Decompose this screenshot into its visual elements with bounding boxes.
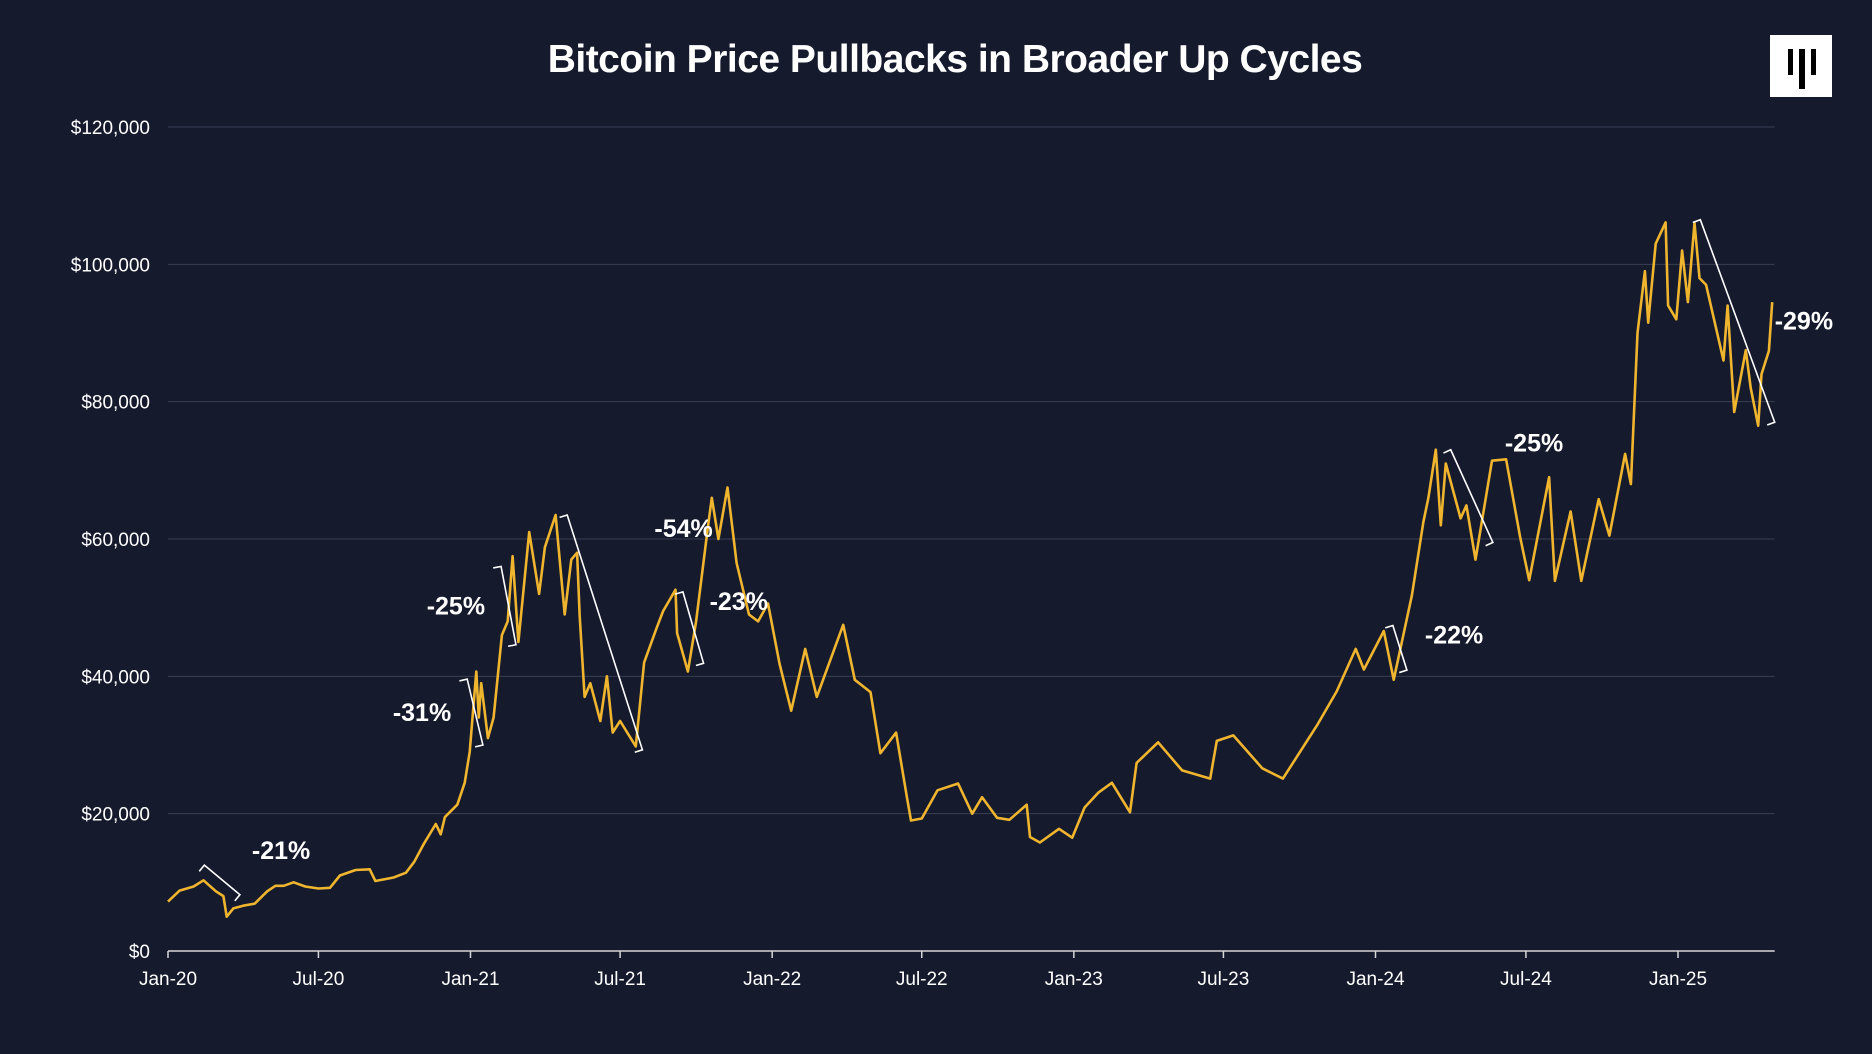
bracket-line xyxy=(559,513,644,754)
bracket-line xyxy=(493,565,517,648)
pullback-bracket: -22% xyxy=(1384,622,1483,674)
pullback-bracket: -29% xyxy=(1692,218,1833,426)
pullback-label: -22% xyxy=(1425,622,1483,650)
pullback-bracket: -21% xyxy=(198,837,310,902)
bracket-line xyxy=(674,590,705,667)
pullback-label: -29% xyxy=(1775,308,1833,336)
x-tick-label: Jul-22 xyxy=(896,969,948,990)
x-tick-label: Jan-22 xyxy=(743,969,801,990)
price-line xyxy=(167,221,1774,918)
pullback-label: -21% xyxy=(252,837,310,865)
x-tick-label: Jan-21 xyxy=(441,969,499,990)
brand-logo xyxy=(1770,35,1832,97)
pullback-label: -25% xyxy=(1505,430,1563,458)
x-tick-label: Jan-20 xyxy=(139,969,197,990)
bracket-line xyxy=(1384,624,1408,674)
x-tick-label: Jan-24 xyxy=(1346,969,1405,990)
chart-title: Bitcoin Price Pullbacks in Broader Up Cy… xyxy=(547,38,1363,81)
y-tick-label: $120,000 xyxy=(71,118,150,139)
x-tick-label: Jul-23 xyxy=(1198,969,1250,990)
pullback-label: -23% xyxy=(710,588,768,616)
pullback-label: -54% xyxy=(654,515,712,543)
pullback-bracket: -25% xyxy=(1443,430,1563,547)
x-tick-label: Jan-25 xyxy=(1649,969,1707,990)
y-tick-label: $60,000 xyxy=(81,530,150,551)
pullback-annotations: -21% -31% -25% -54% -23% -22% -25% -29% xyxy=(198,218,1833,902)
pullback-label: -25% xyxy=(427,593,485,621)
x-tick-label: Jan-23 xyxy=(1045,969,1103,990)
logo-bars-icon xyxy=(1788,49,1816,89)
x-tick-label: Jul-24 xyxy=(1500,969,1552,990)
y-tick-label: $20,000 xyxy=(81,805,150,826)
pullback-bracket: -25% xyxy=(427,565,517,648)
x-tick-label: Jul-21 xyxy=(594,969,646,990)
y-tick-label: $0 xyxy=(129,942,150,963)
pullback-bracket: -31% xyxy=(393,678,484,748)
bracket-line xyxy=(198,864,242,902)
bracket-line xyxy=(1692,218,1776,426)
bracket-line xyxy=(459,678,484,748)
axes: $0 $20,000 $40,000 $60,000 $80,000 $100,000 $1… xyxy=(71,118,1775,990)
pullback-bracket: -23% xyxy=(674,588,768,667)
y-tick-label: $80,000 xyxy=(81,393,150,414)
pullback-label: -31% xyxy=(393,699,451,727)
gridlines xyxy=(168,126,1775,815)
y-tick-label: $40,000 xyxy=(81,667,150,688)
bracket-line xyxy=(1443,448,1494,547)
pullback-bracket: -54% xyxy=(559,513,713,754)
x-tick-label: Jul-20 xyxy=(293,969,345,990)
y-tick-label: $100,000 xyxy=(71,255,150,276)
